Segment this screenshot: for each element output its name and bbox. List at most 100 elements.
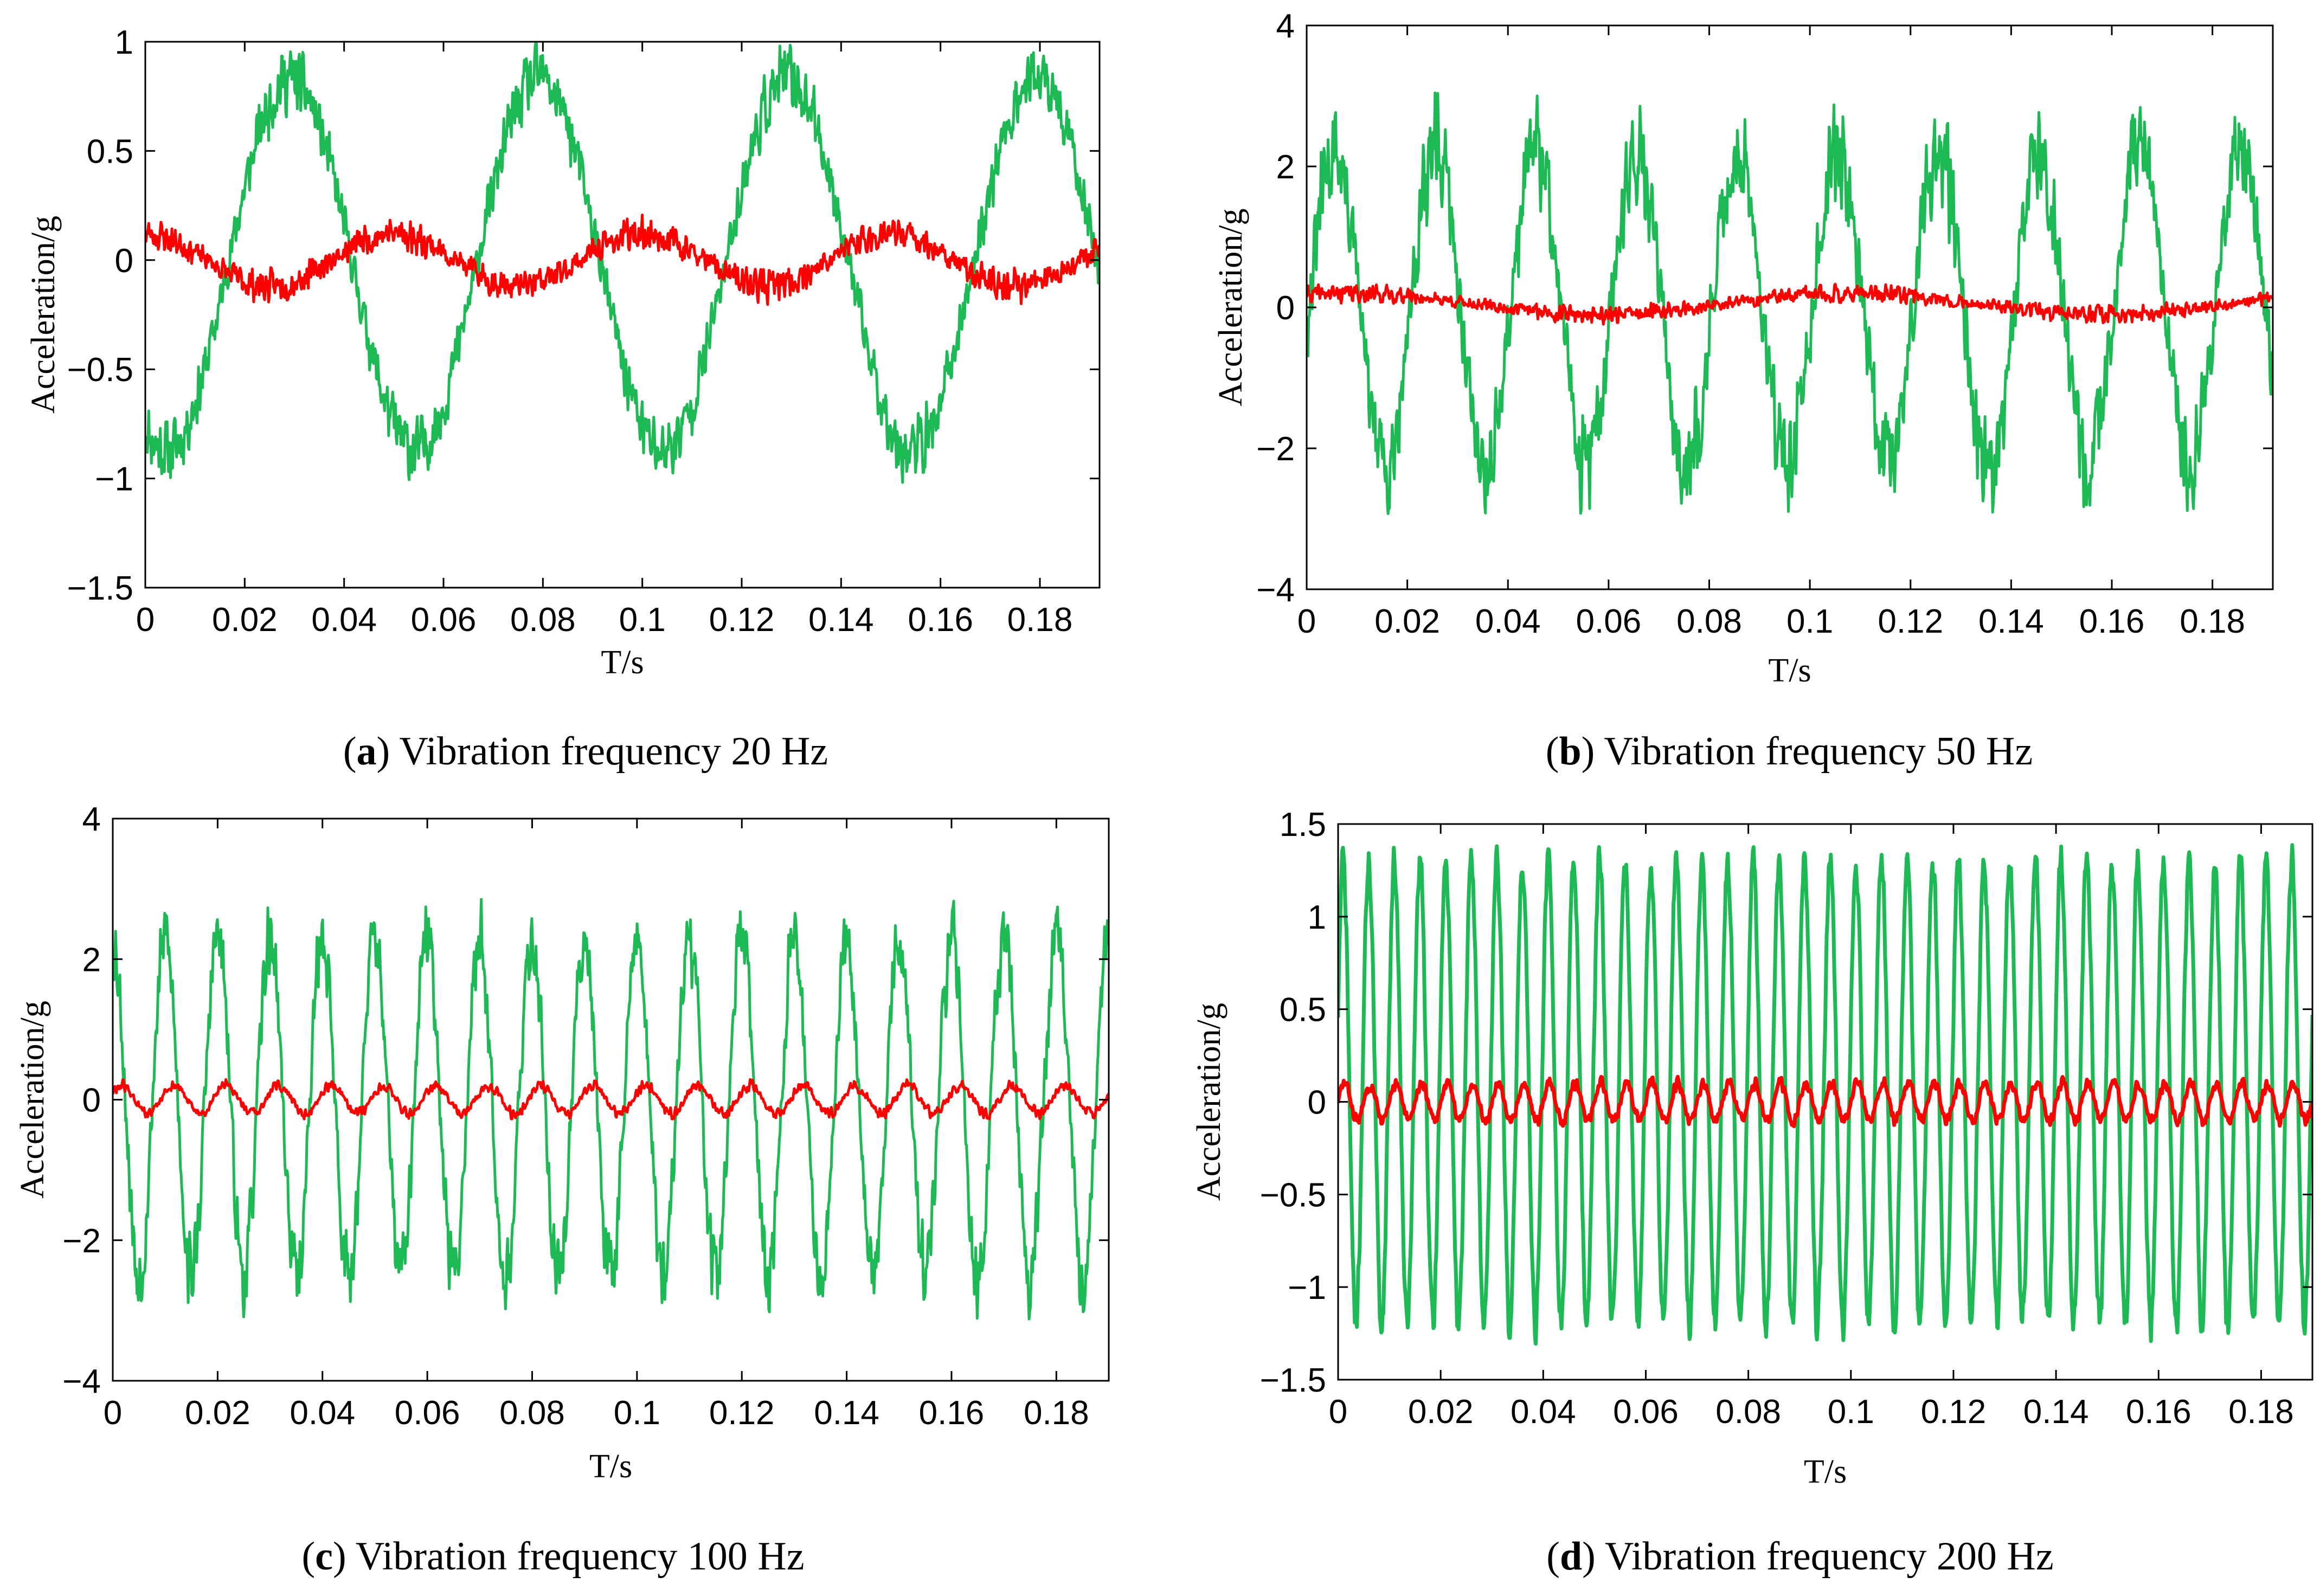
series-green-line [1338, 843, 2312, 1346]
panel-caption: (a) Vibration frequency 20 Hz [343, 729, 828, 774]
y-tick-label: 4 [82, 801, 101, 838]
y-tick-label: 2 [82, 941, 101, 979]
caption-close: ) [1582, 1534, 1605, 1579]
x-tick-label: 0.08 [510, 601, 576, 639]
y-tick-label: −0.5 [1260, 1176, 1326, 1214]
caption-letter: b [1559, 729, 1581, 774]
caption-open: ( [301, 1534, 315, 1579]
y-axis-title: Acceleration/g [1212, 209, 1249, 407]
y-tick-label: −4 [1256, 571, 1295, 609]
x-tick-label: 0.12 [709, 1394, 775, 1432]
y-tick-label: 1 [115, 24, 133, 61]
series-green-line [113, 898, 1109, 1321]
x-tick-label: 0.1 [1786, 603, 1833, 640]
x-axis-title: T/s [1804, 1453, 1847, 1490]
y-tick-label: 1.5 [1280, 806, 1326, 844]
y-tick-label: 0 [1276, 289, 1295, 327]
x-tick-label: 0.06 [1613, 1393, 1679, 1431]
series-green-line [145, 42, 1100, 484]
series-red-line [1307, 282, 2273, 326]
x-tick-label: 0 [136, 601, 155, 639]
series-red-line [113, 1078, 1109, 1121]
caption-close: ) [377, 729, 400, 774]
x-tick-label: 0.02 [185, 1394, 250, 1432]
x-tick-label: 0.18 [2180, 603, 2245, 640]
chart-panel-a: 0 0.02 0.04 0.06 0.08 0.1 0.12 0.14 0.16 0.18 1 0.5… [25, 24, 1101, 774]
x-tick-label: 0.08 [1715, 1393, 1781, 1431]
plot-frame [112, 818, 1110, 1382]
y-tick-label: 2 [1276, 149, 1295, 186]
x-tick-label: 0.12 [709, 601, 775, 639]
caption-text: Vibration frequency 20 Hz [399, 729, 828, 774]
x-tick-label: 0.14 [808, 601, 874, 639]
caption-letter: d [1560, 1534, 1582, 1579]
caption-text: Vibration frequency 50 Hz [1604, 729, 2033, 774]
x-axis-title: T/s [601, 644, 644, 681]
y-tick-label: −1 [1288, 1269, 1326, 1307]
caption-close: ) [1582, 729, 1604, 774]
y-tick-label: −1.5 [67, 570, 133, 607]
x-tick-label: 0.1 [614, 1394, 660, 1432]
x-tick-label: 0.08 [499, 1394, 565, 1432]
x-tick-label: 0.04 [1511, 1393, 1576, 1431]
panel-caption: (b) Vibration frequency 50 Hz [1546, 729, 2033, 774]
x-tick-label: 0.14 [814, 1394, 879, 1432]
y-tick-label: 0 [1308, 1084, 1326, 1122]
x-tick-label: 0.02 [1374, 603, 1440, 640]
y-axis-title: Acceleration/g [14, 1001, 51, 1199]
caption-open: ( [1546, 729, 1559, 774]
y-tick-label: 0.5 [87, 133, 133, 170]
caption-letter: c [315, 1534, 333, 1579]
x-tick-label: 0.18 [2228, 1393, 2294, 1431]
y-axis-title: Acceleration/g [1191, 1003, 1228, 1201]
caption-close: ) [333, 1534, 356, 1579]
x-tick-label: 0.04 [290, 1394, 355, 1432]
x-tick-label: 0 [104, 1394, 122, 1432]
series-red-line [1338, 1074, 2312, 1128]
x-tick-label: 0.1 [1828, 1393, 1874, 1431]
y-tick-label: −1.5 [1260, 1362, 1326, 1399]
x-tick-label: 0.16 [2079, 603, 2145, 640]
x-tick-label: 0.02 [212, 601, 278, 639]
x-tick-label: 0.16 [908, 601, 973, 639]
x-tick-label: 0.04 [311, 601, 377, 639]
x-tick-label: 0.06 [1576, 603, 1642, 640]
y-tick-label: −2 [62, 1222, 101, 1260]
x-tick-label: 0.16 [2126, 1393, 2192, 1431]
y-tick-label: −4 [62, 1363, 101, 1400]
chart-panel-c: 0 0.02 0.04 0.06 0.08 0.1 0.12 0.14 0.16 0.18420−… [14, 801, 1110, 1579]
caption-letter: a [357, 729, 377, 774]
plot-frame [144, 41, 1101, 589]
y-tick-label: 0 [82, 1082, 101, 1119]
x-tick-label: 0.1 [619, 601, 666, 639]
chart-panel-b: 0 0.02 0.04 0.06 0.08 0.1 0.12 0.14 0.16 0.18420−… [1212, 8, 2274, 774]
caption-text: Vibration frequency 100 Hz [356, 1534, 805, 1579]
caption-open: ( [343, 729, 357, 774]
x-tick-label: 0.12 [1921, 1393, 1987, 1431]
x-tick-label: 0 [1329, 1393, 1347, 1431]
y-tick-label: −1 [95, 461, 133, 498]
y-tick-label: 4 [1276, 8, 1295, 45]
x-tick-label: 0.04 [1475, 603, 1541, 640]
y-tick-label: 0 [115, 242, 133, 280]
x-tick-label: 0.18 [1007, 601, 1073, 639]
y-axis-title: Acceleration/g [25, 216, 62, 414]
x-tick-label: 0.08 [1676, 603, 1742, 640]
panel-caption: (c) Vibration frequency 100 Hz [301, 1534, 804, 1579]
x-tick-label: 0.06 [411, 601, 477, 639]
x-axis-title: T/s [1768, 652, 1811, 689]
caption-open: ( [1546, 1534, 1560, 1579]
x-tick-label: 0.06 [395, 1394, 460, 1432]
chart-panel-d: 0 0.02 0.04 0.06 0.08 0.1 0.12 0.14 0.16 0.18 1.5 1… [1191, 806, 2313, 1579]
x-tick-label: 0.14 [2023, 1393, 2089, 1431]
x-tick-label: 0 [1297, 603, 1316, 640]
series-red-line [145, 214, 1100, 306]
x-tick-label: 0.16 [919, 1394, 985, 1432]
x-axis-title: T/s [589, 1448, 632, 1485]
series-green-line [1307, 91, 2273, 515]
caption-text: Vibration frequency 200 Hz [1605, 1534, 2054, 1579]
y-tick-label: 0.5 [1280, 992, 1326, 1029]
panel-caption: (d) Vibration frequency 200 Hz [1546, 1534, 2053, 1579]
x-tick-label: 0.18 [1024, 1394, 1089, 1432]
